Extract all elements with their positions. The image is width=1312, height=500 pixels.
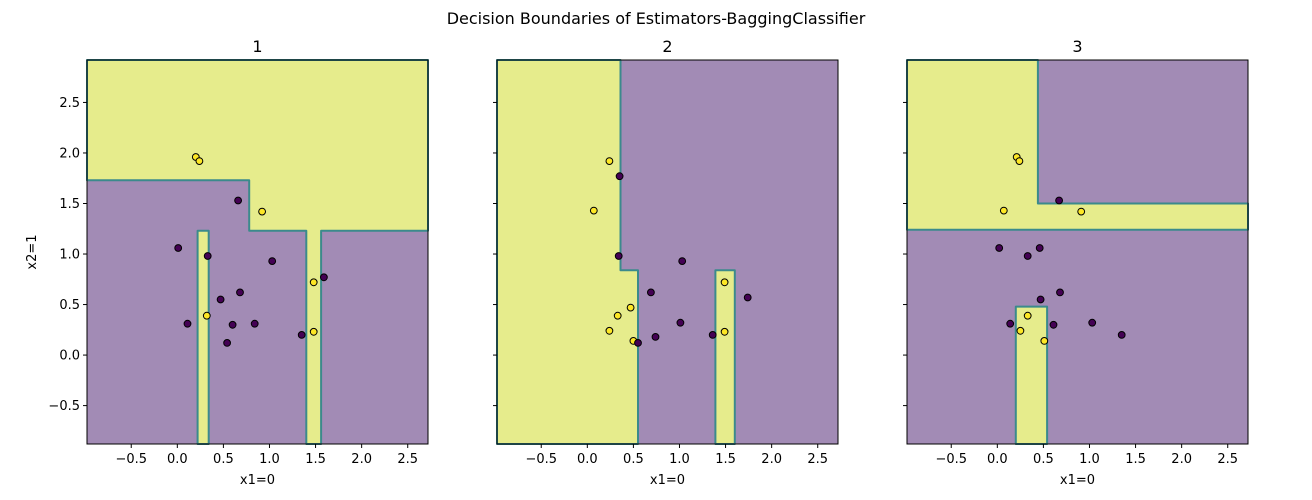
y-tick-label: 0.0 [59, 349, 80, 364]
x-tick-label: 1.5 [715, 452, 736, 467]
subplot-2: −0.5 0.0 0.5 1.0 1.5 2.0 2.5 2 x1=0 [493, 37, 839, 488]
x-axis-label: x1=0 [1060, 473, 1095, 488]
y-tick-label: 0.5 [59, 298, 80, 313]
y-tick-label: 1.5 [59, 197, 80, 212]
data-point-class-1 [1015, 157, 1024, 166]
data-point-class-1 [626, 303, 635, 312]
x-tick-label: 2.0 [351, 452, 372, 467]
x-tick-label: 1.5 [305, 452, 326, 467]
subplot-3: −0.5 0.0 0.5 1.0 1.5 2.0 2.5 3 x1=0 [903, 37, 1249, 488]
data-point-class-1 [999, 206, 1008, 215]
data-point-class-0 [1056, 288, 1064, 297]
subplot-1: −0.5 0.0 0.5 1.0 1.5 2.0 2.5 −0.5 0.0 0.5 1.0 1.5 2.… [25, 37, 429, 488]
data-point-class-0 [634, 339, 642, 347]
subplot-title: 1 [252, 37, 262, 56]
x-axis-label: x1=0 [650, 473, 685, 488]
data-point-class-0 [1049, 320, 1058, 329]
data-point-class-0 [236, 288, 244, 297]
x-tick-label: 1.0 [669, 452, 690, 467]
data-point-class-0 [297, 331, 306, 339]
y-tick-label: 1.0 [59, 248, 80, 263]
data-point-class-1 [605, 157, 614, 166]
x-tick-label: −0.5 [935, 452, 967, 467]
data-point-class-0 [647, 288, 655, 297]
axes-frame [496, 59, 839, 445]
data-point-class-0 [614, 252, 623, 260]
figure-suptitle: Decision Boundaries of Estimators-Baggin… [447, 9, 866, 28]
x-tick-label: 0.5 [623, 452, 644, 467]
data-point-class-1 [309, 278, 318, 287]
data-point-class-0 [708, 331, 717, 339]
y-tick-label: −0.5 [48, 399, 80, 414]
data-point-class-1 [589, 206, 598, 215]
data-point-class-0 [743, 293, 752, 302]
data-point-class-0 [183, 319, 192, 328]
data-point-class-0 [1023, 252, 1032, 260]
decision-region-2 [196, 229, 210, 445]
decision-region-2 [714, 269, 736, 445]
data-point-class-0 [250, 319, 259, 328]
y-tick-label: 2.0 [59, 146, 80, 161]
axes-frame [906, 59, 1249, 445]
data-point-class-1 [202, 311, 211, 320]
x-tick-label: 0.0 [167, 452, 188, 467]
subplot-title: 2 [662, 37, 672, 56]
data-point-class-1 [605, 326, 614, 335]
data-point-class-0 [216, 295, 225, 304]
data-point-class-1 [309, 327, 318, 336]
data-point-class-0 [651, 333, 660, 341]
axes-frame [86, 59, 429, 445]
data-point-class-0 [1088, 318, 1097, 327]
data-point-class-0 [1055, 196, 1063, 205]
data-point-class-1 [1040, 337, 1049, 345]
subplot-title: 3 [1072, 37, 1082, 56]
data-point-class-0 [1035, 244, 1044, 252]
y-tick-label: 2.5 [59, 96, 80, 111]
data-point-class-0 [676, 318, 685, 327]
x-tick-label: 2.0 [761, 452, 782, 467]
data-point-class-1 [613, 311, 622, 320]
data-point-class-0 [1036, 295, 1045, 304]
x-tick-label: 0.5 [1033, 452, 1054, 467]
data-point-class-1 [195, 157, 204, 166]
data-point-class-0 [268, 257, 277, 266]
data-point-class-0 [174, 244, 183, 252]
data-point-class-0 [995, 244, 1004, 252]
x-tick-label: 2.5 [397, 452, 418, 467]
data-point-class-0 [1006, 319, 1015, 328]
x-tick-label: 1.0 [259, 452, 280, 467]
x-tick-label: 0.0 [577, 452, 598, 467]
data-point-class-1 [258, 207, 267, 216]
decision-region-1 [496, 59, 639, 445]
x-tick-label: 0.5 [213, 452, 234, 467]
data-point-class-0 [234, 196, 243, 205]
x-tick-label: 1.5 [1125, 452, 1146, 467]
x-tick-label: 2.0 [1171, 452, 1192, 467]
data-point-class-0 [678, 257, 687, 266]
data-point-class-0 [320, 273, 328, 282]
data-point-class-0 [228, 320, 237, 329]
data-point-class-0 [1117, 331, 1126, 339]
data-point-class-1 [720, 327, 729, 336]
data-point-class-1 [1077, 207, 1086, 216]
data-point-class-1 [1023, 311, 1032, 320]
x-tick-label: 1.0 [1079, 452, 1100, 467]
x-tick-label: 0.0 [987, 452, 1008, 467]
y-axis-label: x2=1 [25, 234, 40, 269]
data-point-class-0 [615, 172, 624, 181]
x-tick-label: 2.5 [807, 452, 828, 467]
x-tick-label: −0.5 [115, 452, 147, 467]
x-axis-label: x1=0 [240, 473, 275, 488]
data-point-class-0 [223, 339, 232, 347]
subplots: −0.5 0.0 0.5 1.0 1.5 2.0 2.5 −0.5 0.0 0.5 1.0 1.5 2.… [25, 37, 1249, 488]
data-point-class-1 [720, 278, 729, 287]
data-point-class-0 [203, 252, 212, 260]
x-tick-label: 2.5 [1217, 452, 1238, 467]
x-tick-label: −0.5 [525, 452, 557, 467]
data-point-class-1 [1016, 326, 1025, 335]
